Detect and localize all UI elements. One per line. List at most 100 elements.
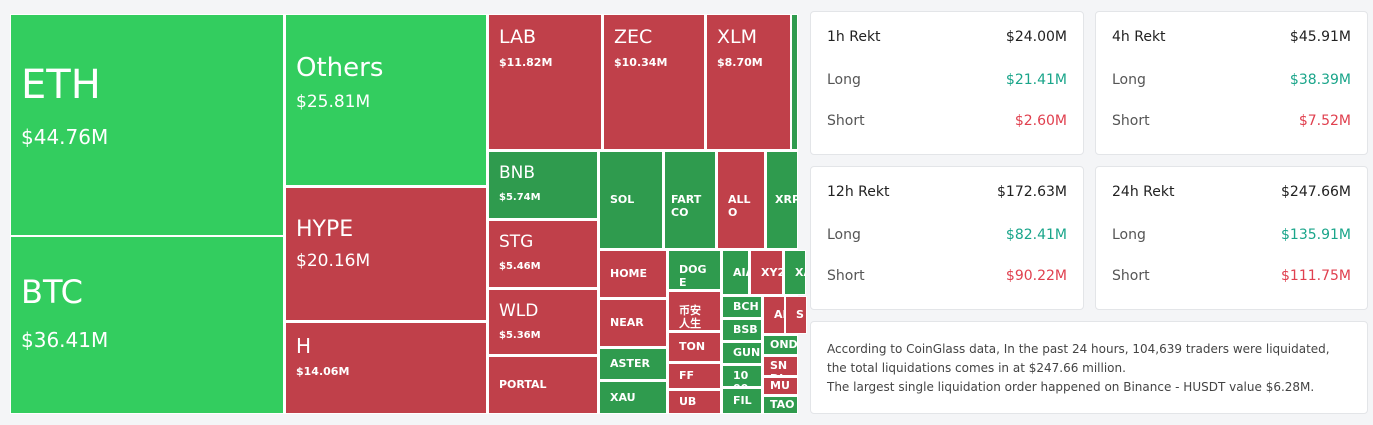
tile[interactable]: FF [668, 363, 721, 389]
tile-amount: $36.41M [21, 328, 109, 353]
tile[interactable]: TAO [763, 396, 798, 414]
tile-label: PORTAL [499, 378, 547, 391]
tile[interactable]: H $14.06M [285, 322, 487, 414]
tile [791, 14, 798, 150]
card-header: 12h Rekt $172.63M [827, 167, 1067, 214]
stat-card: 12h Rekt $172.63M Long $82.41M Short $90.22M [810, 166, 1084, 310]
tile[interactable]: FARTCO [664, 151, 716, 249]
tile-label: LAB [499, 26, 537, 48]
row-label: Long [1112, 71, 1146, 88]
card-row: Long $135.91M [1112, 214, 1351, 255]
summary: According to CoinGlass data, In the past… [810, 321, 1368, 414]
tile[interactable]: BTC $36.41M [10, 236, 284, 414]
card-total: $24.00M [1005, 28, 1067, 45]
card-title: 12h Rekt [827, 183, 890, 200]
tile-label: UB [679, 395, 697, 408]
row-value: $21.41M [1005, 71, 1067, 88]
row-value: $90.22M [1005, 267, 1067, 284]
tile[interactable]: DOGE [668, 250, 721, 290]
row-label: Long [827, 71, 861, 88]
tile[interactable]: AI [763, 296, 785, 334]
row-label: Short [827, 112, 865, 129]
tile-label: BNB [499, 163, 536, 183]
tile-label: Others [296, 52, 384, 83]
tile[interactable]: ASTER [599, 348, 667, 380]
tile-amount: $14.06M [296, 365, 350, 378]
card-row: Short $2.60M [827, 100, 1067, 141]
tile[interactable]: ZEC $10.34M [603, 14, 705, 150]
tile[interactable]: SOL [599, 151, 663, 249]
tile-label: 1000F [733, 369, 749, 386]
tile[interactable]: XRP [766, 151, 798, 249]
tile[interactable]: HOME [599, 250, 667, 298]
card-row: Short $7.52M [1112, 100, 1351, 141]
tile[interactable]: XAU [599, 381, 667, 414]
tile[interactable]: XA [784, 250, 806, 295]
tile[interactable]: SNDI [763, 356, 798, 376]
row-label: Long [827, 226, 861, 243]
tile[interactable]: S [785, 296, 807, 334]
tile[interactable]: ALLO [717, 151, 765, 249]
tile[interactable]: Others $25.81M [285, 14, 487, 186]
tile[interactable]: FIL [722, 388, 762, 414]
tile-label: FARTCO [671, 193, 702, 219]
tile-label: SNDI [770, 359, 788, 375]
treemap: ETH $44.76M BTC $36.41M Others $25.81M HYPE $20… [10, 14, 807, 414]
card-title: 1h Rekt [827, 28, 881, 45]
tile[interactable]: AIA [722, 250, 749, 295]
tile-amount: $20.16M [296, 251, 371, 272]
tile-label: OND [770, 338, 798, 351]
tile-label: BCH [733, 300, 759, 313]
tile-label: BTC [21, 273, 83, 312]
tile-amount: $10.34M [614, 55, 668, 69]
tile-label: HOME [610, 267, 648, 280]
tile[interactable]: 1000F [722, 365, 762, 387]
stat-card: 24h Rekt $247.66M Long $135.91M Short $111.75… [1095, 166, 1368, 310]
tile[interactable]: BSB [722, 319, 762, 341]
tile-amount: $44.76M [21, 124, 109, 149]
tile[interactable]: PORTAL [488, 356, 598, 414]
card-row: Short $111.75M [1112, 255, 1351, 296]
tile[interactable]: NEAR [599, 299, 667, 347]
tile-label: NEAR [610, 316, 644, 329]
tile-label: SOL [610, 193, 635, 206]
card-title: 24h Rekt [1112, 183, 1175, 200]
card-row: Long $21.41M [827, 59, 1067, 100]
tile[interactable]: LAB $11.82M [488, 14, 602, 150]
tile[interactable]: 币安人生 [668, 291, 721, 331]
tile-label: ETH [21, 61, 101, 108]
tile-label: XAU [610, 390, 636, 404]
tile-label: MU [770, 379, 790, 392]
row-value: $135.91M [1281, 226, 1351, 243]
tile[interactable]: XLM $8.70M [706, 14, 791, 150]
tile[interactable]: BNB $5.74M [488, 151, 598, 219]
tile[interactable]: GUN [722, 342, 762, 364]
tile-label: FIL [733, 394, 752, 407]
tile[interactable]: HYPE $20.16M [285, 187, 487, 321]
row-value: $111.75M [1281, 267, 1351, 284]
tile-amount: $5.36M [499, 329, 541, 341]
row-value: $2.60M [1014, 112, 1067, 129]
card-row: Long $38.39M [1112, 59, 1351, 100]
tile-amount: $8.70M [717, 55, 763, 69]
tile-label: WLD [499, 301, 539, 321]
row-label: Short [827, 267, 865, 284]
card-header: 4h Rekt $45.91M [1112, 12, 1351, 59]
tile[interactable]: MU [763, 377, 798, 395]
tile[interactable]: TON [668, 332, 721, 362]
tile[interactable]: OND [763, 335, 798, 355]
row-value: $7.52M [1298, 112, 1351, 129]
tile[interactable]: BCH [722, 296, 762, 318]
tile-label: AIA [733, 265, 748, 279]
tile[interactable]: STG $5.46M [488, 220, 598, 288]
card-row: Short $90.22M [827, 255, 1067, 296]
tile[interactable]: WLD $5.36M [488, 289, 598, 355]
tile[interactable]: ETH $44.76M [10, 14, 284, 236]
card-total: $247.66M [1281, 183, 1351, 200]
tile[interactable]: XY2 [750, 250, 783, 295]
tile[interactable]: UB [668, 390, 721, 414]
row-label: Long [1112, 226, 1146, 243]
tile-label: STG [499, 232, 534, 252]
summary-line: According to CoinGlass data, In the past… [827, 342, 1330, 375]
card-row: Long $82.41M [827, 214, 1067, 255]
